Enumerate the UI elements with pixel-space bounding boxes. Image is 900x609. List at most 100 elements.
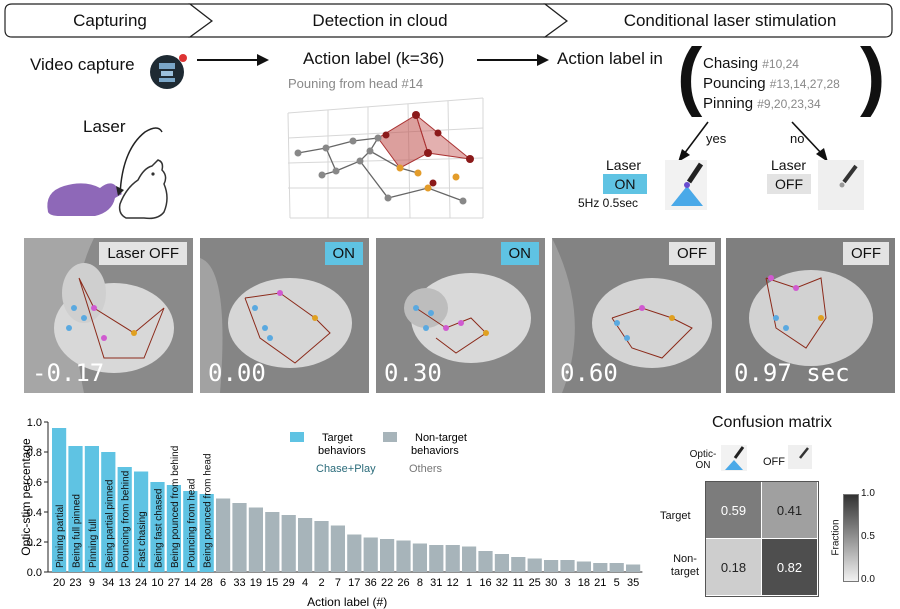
bar (380, 539, 395, 572)
bar (412, 543, 427, 572)
video-frame-5: OFF 0.97 sec (726, 238, 895, 393)
group-pouncing: Pouncing #13,14,27,28 (703, 74, 840, 94)
bar (626, 564, 641, 572)
x-tick-label: 5 (614, 577, 620, 589)
row-label-nontarget: Non-target (670, 553, 700, 578)
x-tick-label: 2 (318, 577, 324, 589)
bar-name-label: Fast chasing (137, 511, 148, 568)
bar (232, 503, 247, 572)
row-label-target: Target (660, 510, 691, 522)
stim-frequency: 5Hz 0.5sec (578, 196, 639, 210)
bar (330, 525, 345, 572)
frame-image (376, 238, 545, 393)
bar-name-label: Pinning partial (55, 505, 66, 568)
yes-label: yes (706, 131, 727, 146)
cell-nontarget-on: 0.18 (706, 539, 761, 595)
x-tick-label: 24 (135, 577, 147, 589)
x-tick-label: 10 (151, 577, 163, 589)
colorbar-tick-mid: 0.5 (861, 531, 875, 542)
right-paren: ) (860, 33, 886, 118)
frame-laser-state: OFF (669, 242, 715, 265)
bar (216, 498, 231, 572)
x-tick-label: 28 (201, 577, 213, 589)
arrow-to-detection (197, 54, 269, 66)
group-name: Pinning (703, 95, 754, 112)
frame-laser-state: ON (500, 242, 539, 265)
bar (68, 446, 83, 572)
frame-laser-state: ON (324, 242, 363, 265)
laser-fiber-on-icon (665, 160, 707, 210)
x-tick-label: 3 (564, 577, 570, 589)
legend-sublabel: Chase+Play (316, 463, 376, 475)
action-label-title: Action label (k=36) (303, 49, 445, 68)
group-chasing: Chasing #10,24 (703, 54, 840, 74)
x-tick-label: 12 (447, 577, 459, 589)
example-action-label: Pouning from head #14 (288, 76, 424, 91)
frame-timestamp: 0.60 (560, 359, 618, 387)
y-tick-label: 1.0 (27, 417, 42, 429)
bar (576, 561, 591, 572)
col-label-off: OFF (763, 456, 785, 468)
colorbar (843, 494, 859, 582)
video-capture-label: Video capture (30, 55, 135, 74)
bar (527, 558, 542, 572)
y-tick-label: 0.6 (27, 477, 42, 489)
video-frame-1: Laser OFF -0.17 (24, 238, 193, 393)
colorbar-label: Fraction (830, 519, 842, 556)
frame-timestamp: 0.30 (384, 359, 442, 387)
frame-laser-state: Laser OFF (99, 242, 187, 265)
video-frame-3: ON 0.30 (376, 238, 545, 393)
bar-name-label: Pouncing from head (186, 478, 197, 568)
bar (462, 546, 477, 572)
x-tick-label: 22 (381, 577, 393, 589)
x-tick-label: 15 (266, 577, 278, 589)
laser-on-badge: ON (603, 174, 647, 194)
video-frame-4: OFF 0.60 (552, 238, 721, 393)
cell-target-off: 0.41 (762, 482, 817, 538)
group-ids: #9,20,23,34 (757, 97, 821, 111)
x-tick-label: 16 (479, 577, 491, 589)
x-tick-label: 26 (397, 577, 409, 589)
frame-timestamp: 0.00 (208, 359, 266, 387)
laser-off-badge: OFF (767, 174, 811, 194)
colorbar-tick-top: 1.0 (861, 488, 875, 499)
pose-skeleton-3d (287, 97, 484, 219)
col-label-optic-on: Optic-ON (689, 449, 717, 471)
x-tick-label: 4 (302, 577, 308, 589)
video-frame-2: ON 0.00 (200, 238, 369, 393)
cell-nontarget-off: 0.82 (762, 539, 817, 595)
x-tick-label: 35 (627, 577, 639, 589)
cell-target-on: 0.59 (706, 482, 761, 538)
x-tick-label: 6 (220, 577, 226, 589)
group-ids: #10,24 (762, 57, 799, 71)
laser-fiber-on-icon (721, 445, 747, 471)
laser-fiber-off-icon (788, 445, 812, 469)
x-tick-label: 20 (53, 577, 65, 589)
x-tick-label: 11 (513, 577, 524, 589)
bar (298, 518, 313, 572)
laser-label: Laser (83, 117, 126, 136)
stage-capturing: Capturing (73, 11, 147, 30)
bar (150, 482, 165, 572)
x-tick-label: 23 (69, 577, 81, 589)
bar (396, 540, 411, 572)
frame-timestamp: 0.97 sec (734, 359, 850, 387)
x-axis-label: Action label (#) (307, 595, 387, 609)
frame-laser-state: OFF (843, 242, 889, 265)
bar-name-label: Being pounced from behind (170, 446, 181, 568)
stage-stimulation: Conditional laser stimulation (623, 11, 837, 30)
y-tick-label: 0.4 (27, 507, 42, 519)
x-tick-label: 30 (545, 577, 557, 589)
bar (265, 512, 280, 572)
no-label: no (790, 131, 805, 146)
bar-name-label: Pinning full (88, 519, 99, 568)
bar (117, 467, 132, 572)
x-tick-label: 33 (233, 577, 245, 589)
x-tick-label: 17 (348, 577, 360, 589)
bar (445, 545, 460, 572)
bar (84, 446, 99, 572)
frame-timestamp: -0.17 (32, 359, 105, 387)
camera-icon (150, 54, 187, 89)
confusion-matrix-grid: 0.59 0.41 0.18 0.82 (705, 481, 819, 597)
